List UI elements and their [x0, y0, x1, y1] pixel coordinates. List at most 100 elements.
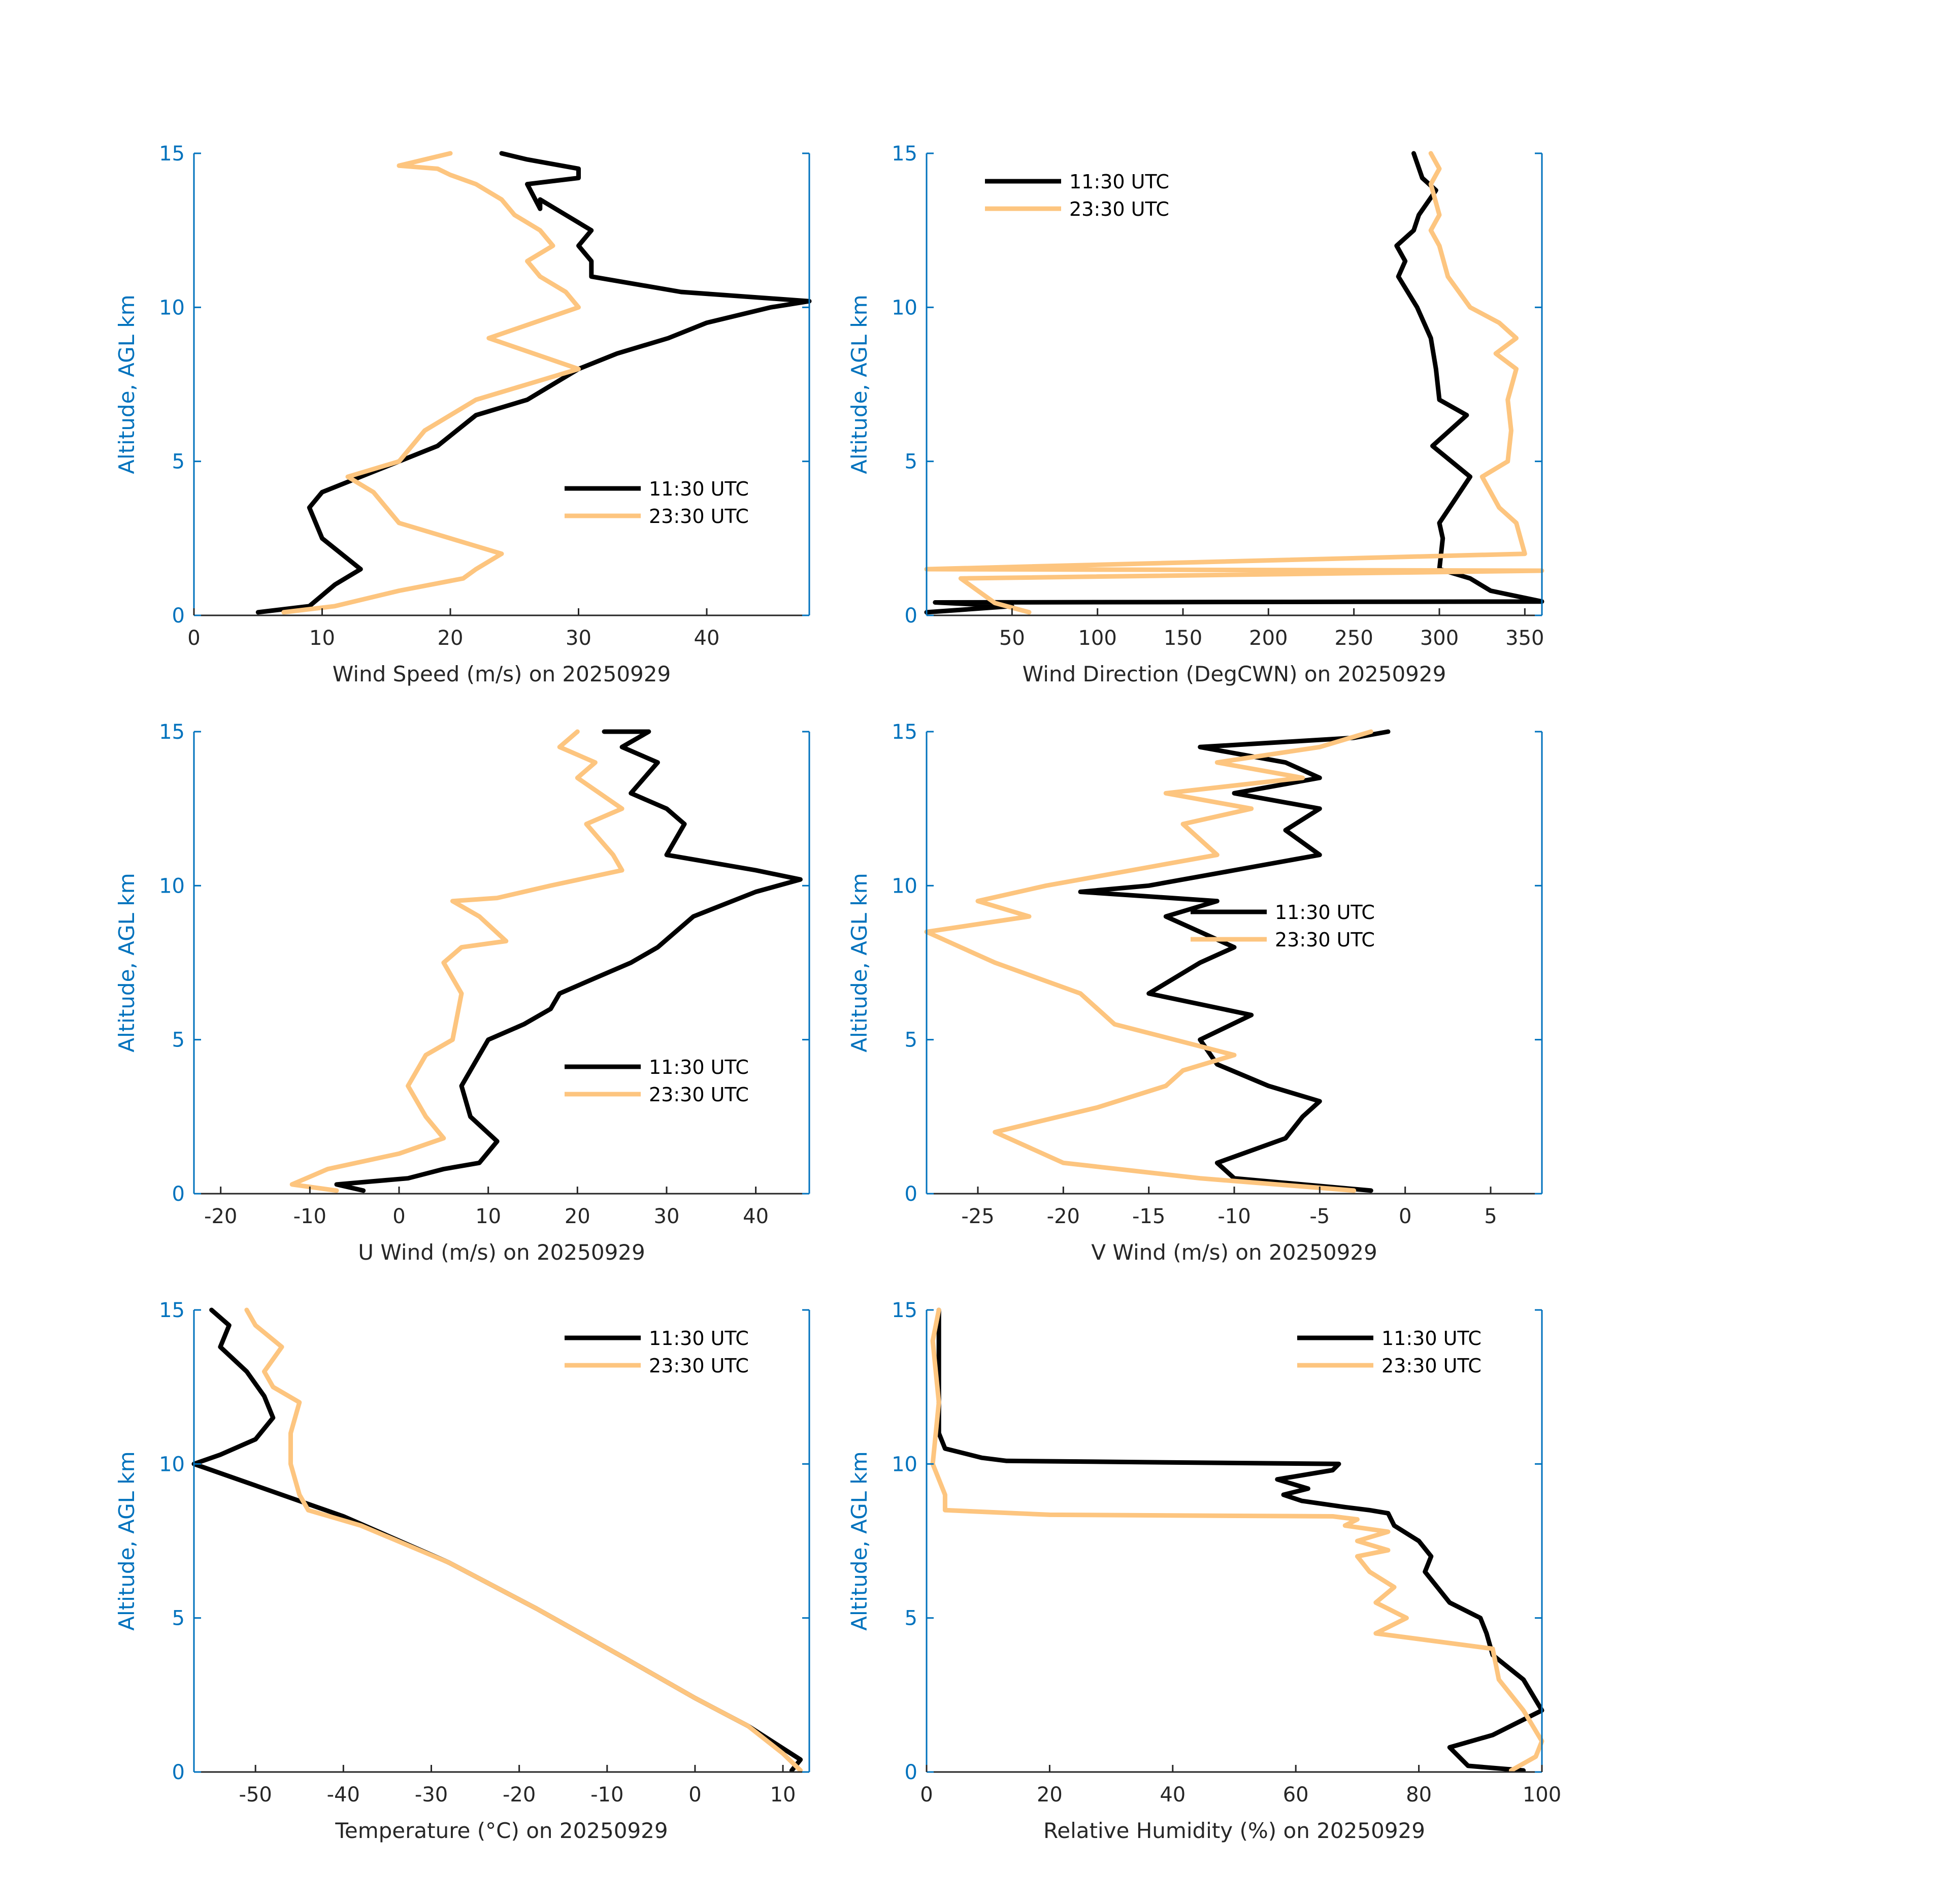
x-tick-label: 80 — [1406, 1783, 1432, 1807]
x-tick-label: 40 — [694, 627, 720, 650]
y-tick-label: 0 — [905, 604, 917, 628]
y-axis-label: Altitude, AGL km — [847, 1451, 872, 1630]
x-tick-label: 0 — [392, 1205, 405, 1228]
legend-label: 23:30 UTC — [1381, 1355, 1482, 1377]
x-axis-label: V Wind (m/s) on 20250929 — [1091, 1240, 1377, 1265]
x-tick-label: -10 — [1217, 1205, 1250, 1228]
x-tick-label: 40 — [743, 1205, 769, 1228]
x-tick-label: 0 — [187, 627, 200, 650]
x-tick-label: 350 — [1505, 627, 1544, 650]
legend-label: 23:30 UTC — [649, 505, 749, 528]
legend: 11:30 UTC 23:30 UTC — [565, 1056, 749, 1106]
x-tick-label: 0 — [688, 1783, 701, 1807]
y-tick-label: 10 — [892, 296, 917, 319]
panel-4: 0 5 10 15 -25 -20 -15 -10 -5 0 5 V Wind (m/s) on 20… — [847, 720, 1543, 1265]
y-tick-label: 15 — [159, 142, 185, 166]
y-axis-label: Altitude, AGL km — [114, 873, 139, 1052]
x-tick-label: 50 — [999, 627, 1025, 650]
x-tick-label: 100 — [1523, 1783, 1561, 1807]
x-tick-label: -20 — [1047, 1205, 1080, 1228]
x-tick-label: -20 — [204, 1205, 237, 1228]
x-tick-label: 250 — [1334, 627, 1373, 650]
x-tick-label: -50 — [239, 1783, 272, 1807]
legend-label: 23:30 UTC — [1275, 929, 1375, 951]
y-tick-label: 0 — [172, 1183, 185, 1206]
panel-6: 0 5 10 15 0 20 40 60 80 100 Relative Humidity (%) … — [847, 1299, 1561, 1843]
x-tick-label: 40 — [1160, 1783, 1186, 1807]
x-tick-label: 30 — [654, 1205, 680, 1228]
legend-label: 23:30 UTC — [649, 1084, 749, 1106]
legend-label: 11:30 UTC — [1069, 171, 1169, 193]
y-tick-label: 15 — [892, 1299, 917, 1322]
panel-3: 0 5 10 15 -20 -10 0 10 20 30 40 U Wind (m/s) on 202… — [114, 720, 810, 1265]
y-tick-label: 10 — [159, 1453, 185, 1476]
x-tick-label: 10 — [475, 1205, 501, 1228]
x-tick-label: -20 — [503, 1783, 536, 1807]
y-tick-label: 0 — [905, 1183, 917, 1206]
legend: 11:30 UTC 23:30 UTC — [565, 478, 749, 528]
series-line-primary — [936, 1307, 1544, 1773]
x-tick-label: 60 — [1283, 1783, 1309, 1807]
x-tick-label: 20 — [438, 627, 464, 650]
series-line-secondary — [244, 1307, 803, 1773]
y-axis-label: Altitude, AGL km — [114, 1451, 139, 1630]
legend-label: 11:30 UTC — [649, 478, 749, 500]
x-tick-label: 0 — [920, 1783, 933, 1807]
y-tick-label: 10 — [892, 874, 917, 898]
legend: 11:30 UTC 23:30 UTC — [1297, 1327, 1482, 1377]
y-axis-label: Altitude, AGL km — [114, 294, 139, 474]
legend-label: 11:30 UTC — [1381, 1327, 1482, 1350]
y-tick-label: 5 — [905, 1607, 917, 1630]
x-tick-label: 300 — [1420, 627, 1459, 650]
y-tick-label: 15 — [159, 1299, 185, 1322]
panel-1: 0 5 10 15 0 10 20 30 40 Wind Speed (m/s) on 20250… — [114, 142, 812, 686]
x-axis-label: Wind Direction (DegCWN) on 20250929 — [1023, 662, 1446, 686]
y-axis-label: Altitude, AGL km — [847, 873, 872, 1052]
y-tick-label: 15 — [892, 720, 917, 744]
x-axis-label: Relative Humidity (%) on 20250929 — [1043, 1818, 1425, 1843]
y-tick-label: 0 — [172, 604, 185, 628]
legend: 11:30 UTC 23:30 UTC — [565, 1327, 749, 1377]
y-tick-label: 0 — [172, 1761, 185, 1784]
y-tick-label: 5 — [172, 1029, 185, 1052]
y-tick-label: 15 — [892, 142, 917, 166]
legend-label: 23:30 UTC — [649, 1355, 749, 1377]
y-tick-label: 10 — [159, 296, 185, 319]
y-axis-label: Altitude, AGL km — [847, 294, 872, 474]
x-tick-label: 150 — [1164, 627, 1202, 650]
legend-label: 23:30 UTC — [1069, 198, 1169, 220]
x-axis-label: Temperature (°C) on 20250929 — [335, 1818, 668, 1843]
x-axis-label: U Wind (m/s) on 20250929 — [358, 1240, 645, 1265]
y-tick-label: 5 — [172, 450, 185, 474]
y-tick-label: 15 — [159, 720, 185, 744]
series-line-secondary — [281, 151, 581, 615]
series-line-primary — [255, 151, 812, 615]
series-line-secondary — [924, 729, 1373, 1193]
y-tick-label: 5 — [905, 1029, 917, 1052]
x-tick-label: -40 — [327, 1783, 360, 1807]
x-tick-label: 20 — [565, 1205, 590, 1228]
legend-label: 11:30 UTC — [649, 1056, 749, 1078]
x-tick-label: 10 — [309, 627, 335, 650]
x-tick-label: -5 — [1309, 1205, 1330, 1228]
x-tick-label: 100 — [1078, 627, 1116, 650]
x-tick-label: -15 — [1132, 1205, 1165, 1228]
series-line-primary — [924, 151, 1544, 615]
x-tick-label: -30 — [415, 1783, 448, 1807]
legend-label: 11:30 UTC — [1275, 901, 1375, 924]
y-tick-label: 5 — [172, 1607, 185, 1630]
y-tick-label: 10 — [892, 1453, 917, 1476]
x-tick-label: 200 — [1249, 627, 1288, 650]
legend: 11:30 UTC 23:30 UTC — [985, 171, 1169, 220]
x-tick-label: 0 — [1399, 1205, 1411, 1228]
series-line-secondary — [930, 1307, 1544, 1773]
legend: 11:30 UTC 23:30 UTC — [1191, 901, 1375, 951]
x-tick-label: -10 — [590, 1783, 623, 1807]
panel-2: 0 5 10 15 50 100 150 200 250 300 350 Wind Direction… — [847, 142, 1544, 686]
series-line-primary — [1078, 729, 1391, 1193]
series-line-secondary — [289, 729, 624, 1193]
x-tick-label: 10 — [770, 1783, 796, 1807]
x-tick-label: -10 — [293, 1205, 326, 1228]
x-axis-label: Wind Speed (m/s) on 20250929 — [333, 662, 671, 686]
panel-5: 0 5 10 15 -50 -40 -30 -20 -10 0 10 Temperature (°C)… — [114, 1299, 810, 1843]
